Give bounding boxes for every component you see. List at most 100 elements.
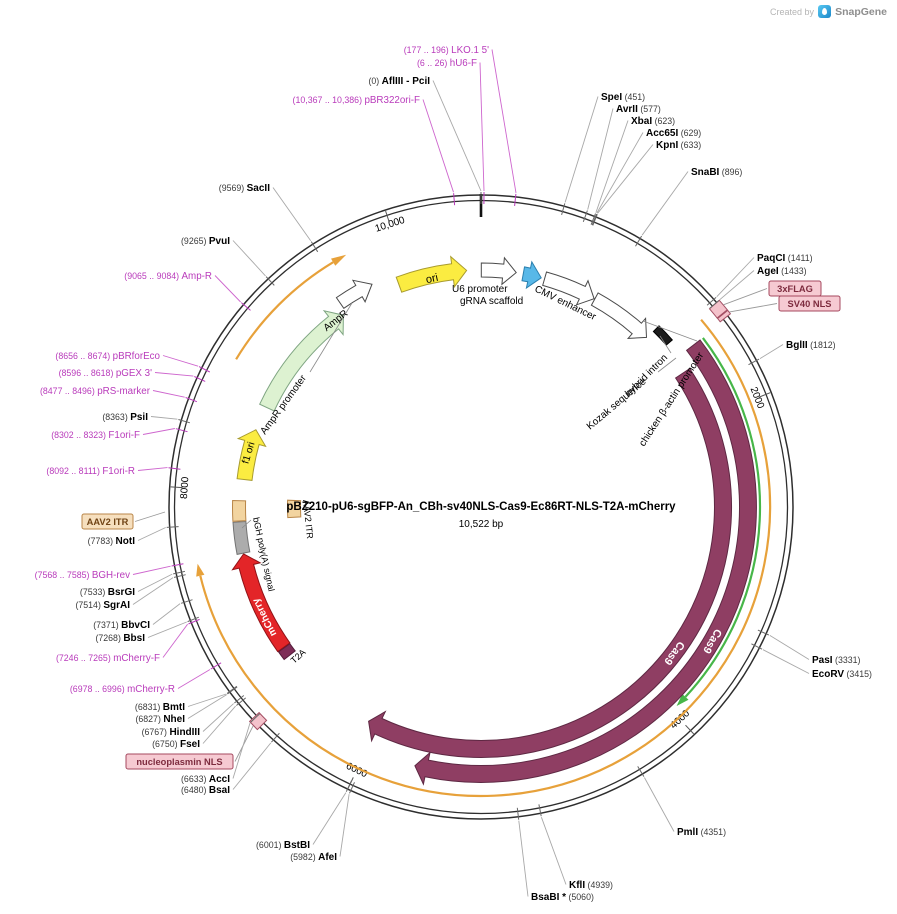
primer-label: (177 .. 196) LKO.1 5' bbox=[404, 45, 489, 56]
orf-arc-green-arrowhead bbox=[676, 694, 689, 706]
restriction-site-tick bbox=[590, 213, 596, 225]
feature-3xflag bbox=[708, 299, 729, 319]
restriction-site-label: AgeI (1433) bbox=[757, 266, 807, 277]
restriction-site-label: PasI (3331) bbox=[812, 655, 861, 666]
leader-line bbox=[518, 820, 529, 897]
restriction-site-label: SnaBI (896) bbox=[691, 167, 742, 178]
badge-nucleoplasmin-nls bbox=[125, 753, 234, 770]
leader-line bbox=[137, 467, 168, 471]
feature-nucleoplasmin-nls bbox=[248, 711, 268, 731]
restriction-site-tick bbox=[234, 695, 245, 704]
restriction-site-label: (6827) NheI bbox=[135, 714, 185, 725]
leader-line bbox=[137, 527, 166, 541]
leader-line bbox=[762, 649, 810, 674]
restriction-site-label: (7268) BbsI bbox=[95, 633, 145, 644]
watermark-created-by: Created by bbox=[770, 6, 815, 17]
primer-label: (8656 .. 8674) pBRforEco bbox=[55, 351, 160, 362]
primer-site-tick bbox=[188, 618, 200, 625]
restriction-site-tick bbox=[226, 685, 238, 694]
feature-label: U6 promoter bbox=[452, 284, 508, 295]
primer-site-tick bbox=[171, 563, 184, 567]
leader-line bbox=[759, 344, 784, 359]
primer-label: (7568 .. 7585) BGH-rev bbox=[35, 570, 130, 581]
primer-site-tick bbox=[198, 366, 211, 373]
leader-line bbox=[232, 742, 272, 790]
primer-label: (6978 .. 6996) mCherry-R bbox=[70, 684, 175, 695]
leader-line bbox=[154, 372, 194, 377]
plasmid-size-label: 10,522 bp bbox=[459, 519, 504, 530]
restriction-site-label: XbaI (623) bbox=[631, 116, 675, 127]
primer-site-tick bbox=[185, 397, 198, 403]
restriction-site-label: (6831) BmtI bbox=[135, 702, 185, 713]
restriction-site-label: (6480) BsaI bbox=[181, 785, 230, 796]
leader-line bbox=[150, 416, 178, 420]
badge-sv40-nls-label: SV40 NLS bbox=[788, 299, 832, 309]
leader-line bbox=[147, 621, 187, 638]
primer-label: (8302 .. 8323) F1ori-F bbox=[51, 430, 140, 441]
primer-label: (10,367 .. 10,386) pBR322ori-F bbox=[293, 95, 420, 106]
primer-site-tick bbox=[168, 467, 181, 470]
restriction-site-label: BglII (1812) bbox=[786, 340, 836, 351]
leader-line bbox=[187, 693, 227, 707]
primer-label: (9065 .. 9084) Amp-R bbox=[124, 271, 212, 282]
feature-label-leader bbox=[309, 302, 353, 373]
watermark: Created by SnapGene bbox=[770, 5, 887, 18]
primer-site-tick bbox=[453, 193, 456, 206]
feature-t2a bbox=[277, 643, 296, 661]
primer-label: (7246 .. 7265) mCherry-F bbox=[56, 653, 160, 664]
badge-leader-line bbox=[134, 511, 166, 522]
leader-line bbox=[137, 573, 173, 592]
leader-line bbox=[339, 794, 350, 857]
restriction-site-label: (5982) AfeI bbox=[290, 852, 337, 863]
feature-aav2-itr bbox=[232, 499, 247, 522]
leader-line bbox=[232, 722, 251, 779]
leader-line bbox=[232, 240, 266, 277]
restriction-site-label: AvrII (577) bbox=[616, 104, 661, 115]
restriction-site-label: (0) AflIII - PciI bbox=[368, 76, 430, 87]
restriction-site-tick bbox=[709, 300, 720, 309]
restriction-site-label: (7533) BsrGI bbox=[80, 587, 135, 598]
feature-chicken-beta-actin-promoter bbox=[590, 292, 648, 339]
restriction-site-label: (9265) PvuI bbox=[181, 236, 230, 247]
restriction-site-label: KpnI (633) bbox=[656, 140, 701, 151]
plasmid-title: pBZ210-pU6-sgBFP-An_CBh-sv40NLS-Cas9-Ec8… bbox=[286, 501, 676, 513]
badge-nucleoplasmin-nls-label: nucleoplasmin NLS bbox=[136, 757, 222, 767]
feature-cmv-enhancer bbox=[542, 271, 595, 306]
leader-line bbox=[716, 257, 755, 298]
restriction-site-tick bbox=[173, 570, 186, 575]
badge-3xflag-label: 3xFLAG bbox=[777, 284, 813, 294]
badge-leader-line bbox=[729, 303, 778, 313]
leader-line bbox=[641, 171, 689, 236]
restriction-site-label: (6767) HindIII bbox=[142, 727, 201, 738]
restriction-site-tick bbox=[236, 697, 247, 706]
scale-tick bbox=[170, 486, 183, 489]
restriction-site-tick bbox=[582, 210, 588, 222]
primer-site-tick bbox=[514, 193, 517, 206]
leader-line bbox=[540, 817, 567, 885]
leader-line bbox=[132, 565, 171, 575]
watermark-brand: SnapGene bbox=[835, 5, 887, 18]
feature-bgh-polya bbox=[232, 520, 251, 555]
restriction-site-label: BsaBI * (5060) bbox=[531, 892, 594, 903]
restriction-site-tick bbox=[173, 574, 186, 578]
restriction-site-tick bbox=[592, 214, 598, 226]
restriction-site-tick bbox=[250, 713, 260, 723]
leader-line bbox=[587, 108, 614, 210]
badge-aav2-itr-label: AAV2 ITR bbox=[87, 517, 129, 527]
feature-ampr bbox=[259, 309, 344, 412]
leader-line bbox=[162, 355, 199, 367]
feature-label: AAV2 ITR bbox=[301, 499, 315, 540]
primer-site-tick bbox=[194, 376, 206, 382]
badge-leader-line bbox=[723, 288, 768, 306]
restriction-site-label: EcoRV (3415) bbox=[812, 669, 872, 680]
restriction-site-label: (6750) FseI bbox=[152, 739, 200, 750]
feature-mcherry bbox=[231, 553, 291, 653]
restriction-site-tick bbox=[178, 419, 191, 424]
restriction-site-label: (9569) SacII bbox=[219, 183, 270, 194]
feature-label: Kozak sequence bbox=[585, 376, 649, 432]
restriction-site-label: PmlI (4351) bbox=[677, 827, 726, 838]
orf-arc-main bbox=[199, 318, 772, 798]
restriction-site-tick bbox=[310, 241, 319, 253]
leader-line bbox=[272, 187, 312, 242]
orf-arc-green bbox=[684, 337, 762, 698]
